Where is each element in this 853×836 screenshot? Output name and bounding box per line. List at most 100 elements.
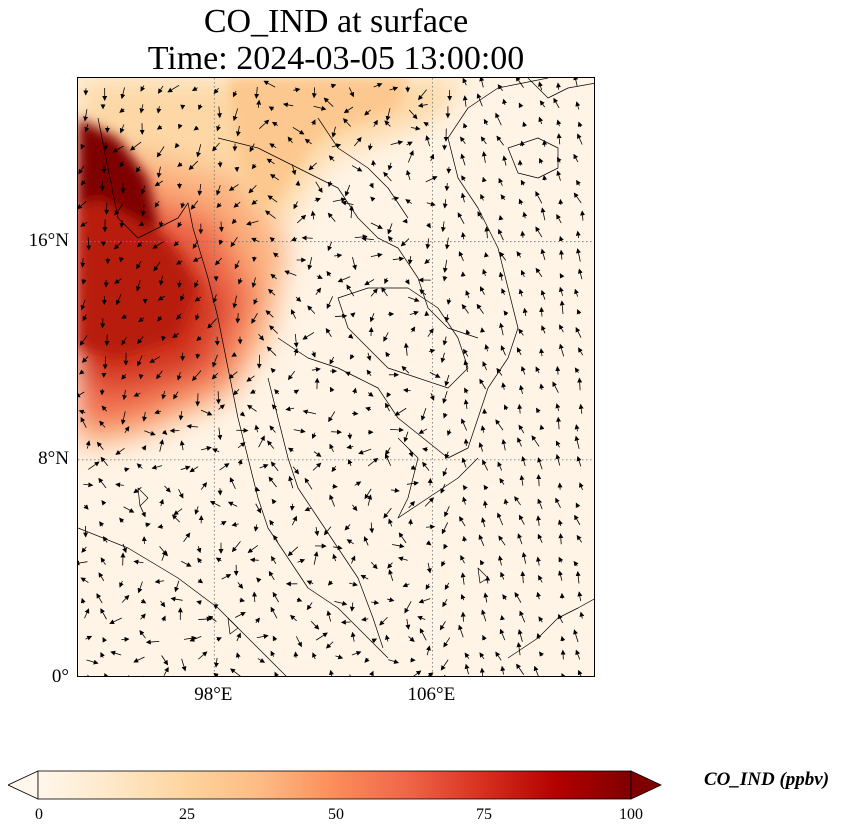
wind-vector: [535, 267, 543, 277]
wind-vector: [558, 249, 564, 260]
wind-vector: [233, 388, 240, 396]
wind-vector: [503, 404, 509, 411]
wind-vector: [267, 195, 278, 203]
island-3: [477, 567, 489, 584]
wind-vector: [139, 104, 145, 114]
wind-vector: [553, 97, 560, 109]
wind-vector: [458, 624, 464, 638]
wind-vector: [268, 106, 275, 112]
wind-vector: [79, 335, 88, 346]
wind-vector: [136, 241, 143, 248]
wind-vector: [99, 521, 105, 527]
wind-vector: [500, 194, 506, 201]
wind-vector: [519, 514, 525, 525]
wind-vector: [157, 315, 163, 322]
wind-vector: [542, 174, 548, 181]
wind-vector: [577, 377, 583, 391]
wind-vector: [171, 514, 181, 523]
northeast-coast: [527, 78, 594, 99]
wind-vector: [258, 435, 265, 448]
wind-vector: [419, 289, 427, 296]
wind-vector: [522, 307, 528, 316]
wind-vector: [409, 310, 419, 316]
wind-vector: [178, 489, 184, 499]
wind-vector: [267, 288, 276, 296]
wind-vector: [269, 425, 276, 433]
wind-vector: [270, 273, 277, 280]
wind-vector: [536, 591, 542, 600]
wind-vector: [209, 501, 221, 507]
wind-vector: [558, 613, 563, 624]
wind-vector: [426, 201, 436, 207]
wind-vector: [500, 665, 506, 675]
wind-vector: [387, 162, 393, 171]
wind-vector: [313, 105, 327, 111]
wind-vector: [522, 121, 528, 128]
wind-vector: [476, 93, 483, 107]
wind-vector: [189, 466, 199, 473]
wind-vector: [410, 125, 421, 131]
wind-vector: [170, 596, 183, 602]
wind-vector: [273, 534, 278, 542]
wind-vector: [388, 518, 393, 527]
wind-vector: [496, 367, 503, 376]
wind-vector: [212, 142, 220, 152]
wind-vector: [444, 506, 450, 518]
wind-vector: [502, 594, 508, 600]
hainan-island: [507, 137, 559, 179]
wind-vector: [391, 196, 400, 202]
wind-vector: [198, 651, 208, 660]
wind-vector: [234, 260, 240, 270]
wind-vector: [124, 426, 130, 434]
wind-vector: [216, 185, 221, 196]
wind-vector: [498, 271, 504, 281]
wind-vector: [574, 514, 581, 526]
wind-vector: [387, 223, 393, 235]
wind-vectors: [78, 78, 586, 676]
wind-vector: [519, 610, 526, 623]
wind-vector: [181, 658, 187, 672]
wind-vector: [159, 439, 165, 452]
wind-vector: [520, 179, 526, 186]
wind-vector: [220, 520, 227, 526]
wind-vector: [161, 655, 169, 666]
wind-vector: [156, 106, 162, 114]
wind-vector: [269, 519, 275, 526]
wind-vector: [463, 359, 469, 373]
wind-vector: [406, 480, 419, 486]
wind-vector: [462, 78, 468, 86]
wind-vector: [140, 613, 146, 620]
wind-vector: [230, 668, 241, 676]
wind-vector: [215, 557, 222, 563]
wind-vector: [536, 407, 541, 414]
wind-vector: [267, 440, 275, 449]
wind-vector: [84, 123, 90, 133]
concentration-map: [78, 78, 594, 676]
wind-vector: [408, 501, 416, 509]
wind-vector: [368, 182, 374, 189]
wind-vector: [580, 210, 586, 221]
wind-vector: [457, 212, 465, 224]
wind-vector: [274, 671, 280, 676]
wind-vector: [329, 356, 335, 365]
wind-vector: [80, 577, 89, 583]
wind-vector: [461, 418, 468, 431]
wind-vector: [145, 639, 160, 645]
wind-vector: [429, 153, 435, 162]
wind-vector: [500, 345, 506, 356]
wind-vector: [539, 424, 545, 430]
wind-vector: [177, 123, 183, 130]
wind-vector: [135, 279, 141, 292]
colorbar-tick-0: 0: [35, 806, 43, 823]
wind-vector: [440, 483, 446, 494]
wind-vector: [459, 136, 466, 144]
wind-vector: [521, 455, 527, 467]
wind-vector: [514, 496, 521, 506]
wind-vector: [227, 501, 238, 507]
wind-vector: [558, 286, 564, 296]
wind-vector: [576, 534, 582, 543]
wind-vector: [446, 298, 452, 305]
wind-vector: [404, 601, 412, 614]
wind-vector: [121, 337, 127, 346]
wind-vector: [442, 467, 448, 477]
